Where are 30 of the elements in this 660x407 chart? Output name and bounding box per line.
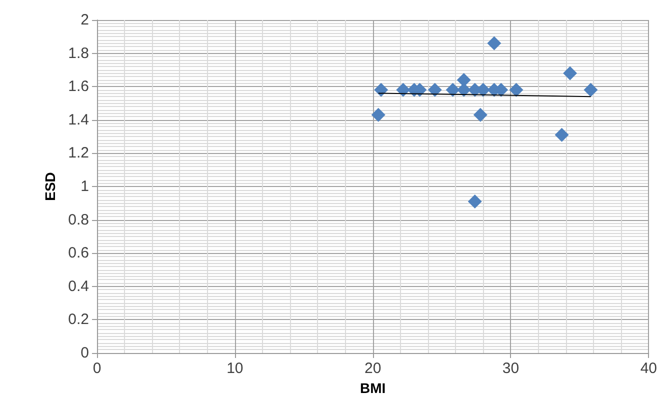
point xyxy=(468,194,482,208)
point xyxy=(456,72,471,87)
point xyxy=(563,66,578,80)
x-tick-label: 30 xyxy=(502,360,520,377)
point xyxy=(428,82,442,97)
point xyxy=(509,82,524,97)
y-tick-label: 1.4 xyxy=(68,111,89,128)
point xyxy=(473,108,488,122)
y-tick-label: 0.8 xyxy=(68,211,89,228)
y-tick-label: 1 xyxy=(80,178,89,195)
x-tick-label: 10 xyxy=(226,360,244,377)
point xyxy=(446,82,460,97)
point xyxy=(371,108,386,122)
y-tick-label: 1.8 xyxy=(68,44,89,62)
point xyxy=(584,82,598,97)
y-tick-label: 0.6 xyxy=(68,244,89,262)
y-axis-title: ESD xyxy=(42,172,58,201)
point xyxy=(374,82,388,97)
y-tick-label: 1.2 xyxy=(68,144,89,162)
point xyxy=(487,36,502,50)
x-tick-label: 0 xyxy=(92,360,102,377)
y-tick-label: 0.4 xyxy=(68,278,89,295)
y-tick-label: 0 xyxy=(80,344,89,362)
y-tick-label: 1.6 xyxy=(68,78,89,96)
y-tick-label: 0.2 xyxy=(68,311,89,328)
point xyxy=(554,128,569,142)
x-tick-label: 20 xyxy=(364,360,382,377)
x-axis-title: BMI xyxy=(360,380,386,396)
y-tick-label: 2 xyxy=(80,12,89,28)
x-tick-label: 40 xyxy=(640,360,657,377)
